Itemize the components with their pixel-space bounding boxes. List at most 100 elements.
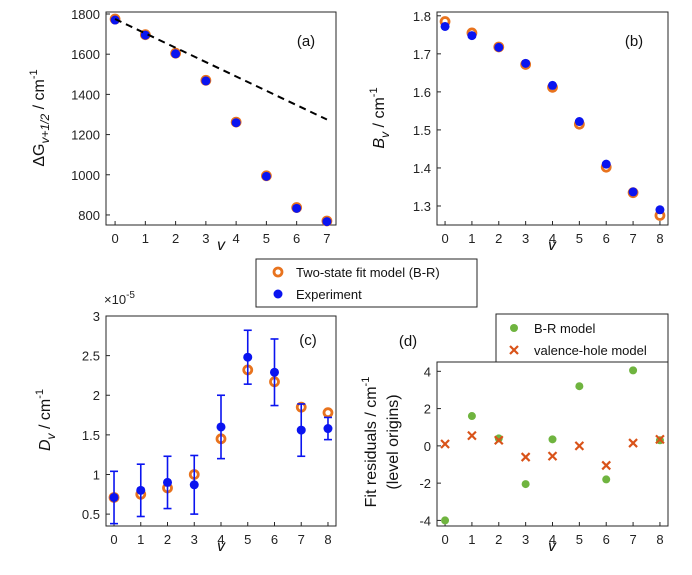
- panel-b-xlabel: v: [548, 237, 557, 254]
- panel-b-ytick-label: 1.7: [413, 47, 431, 62]
- panel-c-xtick-label: 3: [191, 532, 198, 547]
- panel-b-xtick-label: 8: [656, 231, 663, 246]
- panel-a-xtick-label: 3: [202, 231, 209, 246]
- panel-d-label: (d): [399, 333, 417, 350]
- panel-c-exponent: ×10-5: [104, 290, 135, 307]
- residual-legend: B-R model valence-hole model: [495, 313, 669, 363]
- panel-d-xtick-label: 4: [549, 532, 556, 547]
- panel-c-xtick-label: 5: [244, 532, 251, 547]
- panel-d-vh-point: [520, 452, 531, 462]
- main-legend-box: [255, 258, 478, 308]
- panel-a-xtick-label: 0: [111, 231, 118, 246]
- panel-d-ylabel: Fit residuals / cm-1: [360, 377, 380, 508]
- panel-d-br-point: [575, 382, 584, 391]
- panel-d-vh-point: [655, 434, 665, 445]
- panel-c-experiment-point: [136, 485, 146, 495]
- panel-b-ylabel: Bv / cm-1: [368, 87, 392, 148]
- panel-c-ytick-label: 0.5: [82, 507, 100, 522]
- panel-b-xtick-label: 0: [441, 231, 448, 246]
- legend-br-marker: [510, 324, 518, 332]
- panel-b-xtick-label: 5: [576, 231, 583, 246]
- panel-a-xtick-label: 5: [263, 231, 270, 246]
- panel-b-ytick-label: 1.6: [413, 85, 431, 100]
- panel-c-xtick-label: 0: [110, 532, 117, 547]
- panel-a-xtick-label: 2: [172, 231, 179, 246]
- panel-d-vh-point: [494, 435, 504, 446]
- panel-d-vh-point: [601, 460, 611, 471]
- panel-a-ytick-label: 1400: [71, 87, 100, 102]
- panel-b-experiment-point: [521, 58, 531, 68]
- panel-b-experiment-point: [655, 205, 665, 215]
- panel-d-xlabel: v: [548, 538, 557, 555]
- panel-a: (a): [105, 11, 337, 226]
- panel-a-xtick-label: 6: [293, 231, 300, 246]
- panel-d-xtick-label: 7: [629, 532, 636, 547]
- panel-b-experiment-point: [574, 117, 584, 127]
- residual-legend-box: [495, 313, 669, 363]
- panel-d-ytick-label: 2: [424, 402, 431, 417]
- panel-d-vh-point: [628, 438, 638, 448]
- panel-d-vh-point: [547, 451, 558, 461]
- panel-d-ytick-label: 0: [424, 439, 431, 454]
- panel-a-xtick-label: 1: [142, 231, 149, 246]
- panel-d-xtick-label: 2: [495, 532, 502, 547]
- panel-d-br-point: [441, 516, 450, 525]
- panel-a-frame: [105, 11, 337, 226]
- panel-d-vh-point: [440, 439, 450, 449]
- panel-b-xtick-label: 3: [522, 231, 529, 246]
- panel-b-xtick-label: 1: [468, 231, 475, 246]
- panel-c-fit-point: [322, 407, 334, 419]
- main-legend: Two-state fit model (B-R) Experiment: [255, 258, 478, 308]
- panel-d-xtick-label: 5: [576, 532, 583, 547]
- panel-c-experiment-point: [323, 424, 333, 434]
- panel-a-experiment-point: [201, 76, 211, 86]
- panel-d-vh-point: [467, 430, 477, 441]
- legend-vh-marker: [509, 345, 519, 355]
- panel-a-label: (a): [297, 33, 315, 50]
- panel-d-br-point: [629, 366, 638, 375]
- panel-a-ytick-label: 1600: [71, 47, 100, 62]
- panel-d-xtick-label: 6: [603, 532, 610, 547]
- legend-vh-label: valence-hole model: [534, 343, 647, 358]
- panel-d-vh-point: [574, 441, 585, 451]
- panel-b-experiment-point: [467, 31, 477, 41]
- panel-c-ytick-label: 1: [93, 467, 100, 482]
- panel-b-experiment-point: [440, 21, 450, 31]
- panel-a-experiment-point: [261, 171, 271, 181]
- legend-br-label: B-R model: [534, 321, 596, 336]
- panel-c-experiment-point: [109, 492, 119, 502]
- panel-d-br-point: [467, 412, 476, 421]
- legend-experiment-marker: [273, 289, 283, 299]
- panel-c-experiment-point: [243, 352, 253, 362]
- panel-c-ytick-label: 3: [93, 309, 100, 324]
- panel-b-ytick-label: 1.3: [413, 199, 431, 214]
- panel-d-ylabel-line2: (level origins): [385, 394, 402, 489]
- panel-d-br-point: [548, 435, 557, 444]
- panel-b-xtick-label: 7: [629, 231, 636, 246]
- panel-a-ytick-label: 800: [78, 208, 100, 223]
- panel-c-ytick-label: 1.5: [82, 428, 100, 443]
- panel-b-experiment-point: [548, 80, 557, 90]
- panel-a-trend-line: [114, 18, 328, 121]
- panel-c-experiment-point: [163, 477, 173, 487]
- panel-b-ytick-label: 1.8: [413, 9, 431, 24]
- panel-c-xlabel: v: [217, 538, 226, 555]
- panel-b-xtick-label: 2: [495, 231, 502, 246]
- legend-fit-marker: [272, 266, 284, 278]
- panel-b-experiment-point: [628, 187, 638, 197]
- panel-d-ytick-label: 4: [424, 364, 431, 379]
- panel-d-xtick-label: 8: [656, 532, 663, 547]
- panel-c-ytick-label: 2.5: [82, 349, 100, 364]
- panel-a-xlabel: v: [217, 237, 226, 254]
- panel-a-experiment-point: [322, 217, 332, 227]
- panel-c-xtick-label: 4: [217, 532, 224, 547]
- panel-c-xtick-label: 6: [271, 532, 278, 547]
- panel-c-experiment-point: [269, 367, 279, 377]
- panel-a-experiment-point: [231, 118, 241, 128]
- panel-c-xtick-label: 7: [298, 532, 305, 547]
- panel-d-xtick-label: 3: [522, 532, 529, 547]
- panel-b-experiment-point: [601, 159, 611, 169]
- panel-a-xtick-label: 4: [233, 231, 240, 246]
- panel-d-br-point: [494, 434, 503, 443]
